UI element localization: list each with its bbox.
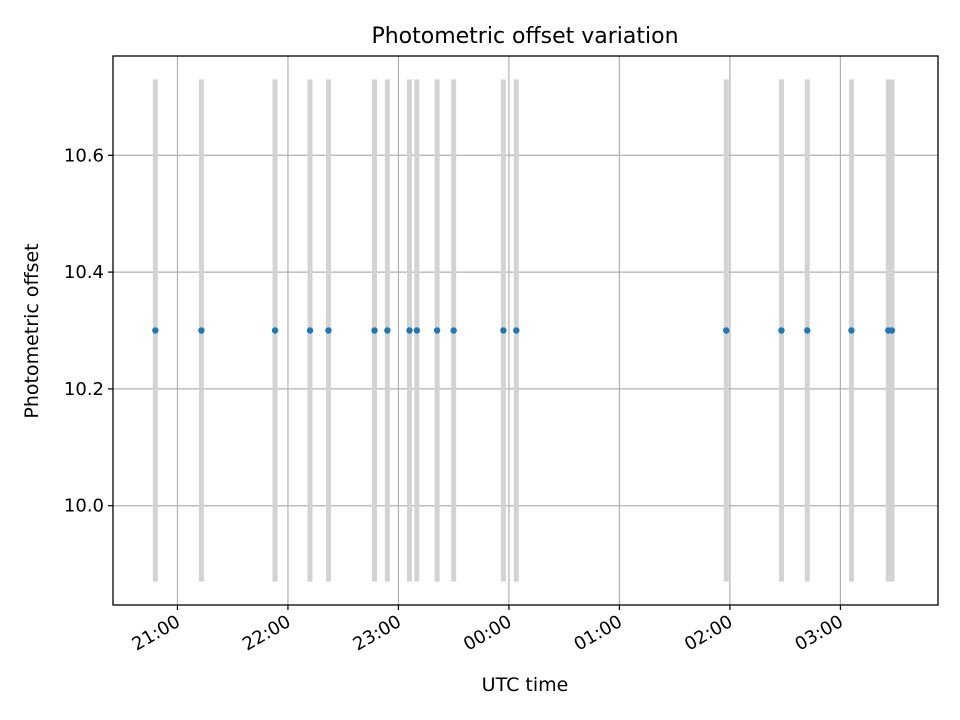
data-point (198, 327, 205, 334)
data-point (271, 327, 279, 334)
chart-title: Photometric offset variation (371, 24, 678, 49)
x-axis-label: UTC time (482, 674, 569, 696)
point-layer (152, 327, 896, 334)
data-point (406, 327, 413, 334)
data-point (804, 327, 811, 334)
data-point (433, 327, 441, 334)
data-point (152, 327, 159, 334)
y-tick-label: 10.0 (64, 496, 104, 517)
y-tick-label: 10.2 (64, 379, 104, 400)
data-point (371, 327, 378, 334)
y-tick-label: 10.4 (64, 262, 104, 283)
y-axis-label: Photometric offset (21, 243, 43, 418)
plot-frame (112, 55, 939, 606)
data-point (325, 327, 332, 334)
data-point (306, 327, 314, 334)
data-point (384, 327, 391, 334)
data-point (450, 327, 457, 334)
y-tick-label: 10.6 (64, 145, 104, 166)
data-point (723, 327, 730, 334)
data-point (513, 327, 520, 334)
data-point (848, 327, 855, 334)
data-point (500, 327, 507, 334)
data-point (778, 327, 785, 334)
data-point (413, 327, 421, 334)
grid-layer (113, 56, 938, 605)
data-point (888, 327, 896, 334)
